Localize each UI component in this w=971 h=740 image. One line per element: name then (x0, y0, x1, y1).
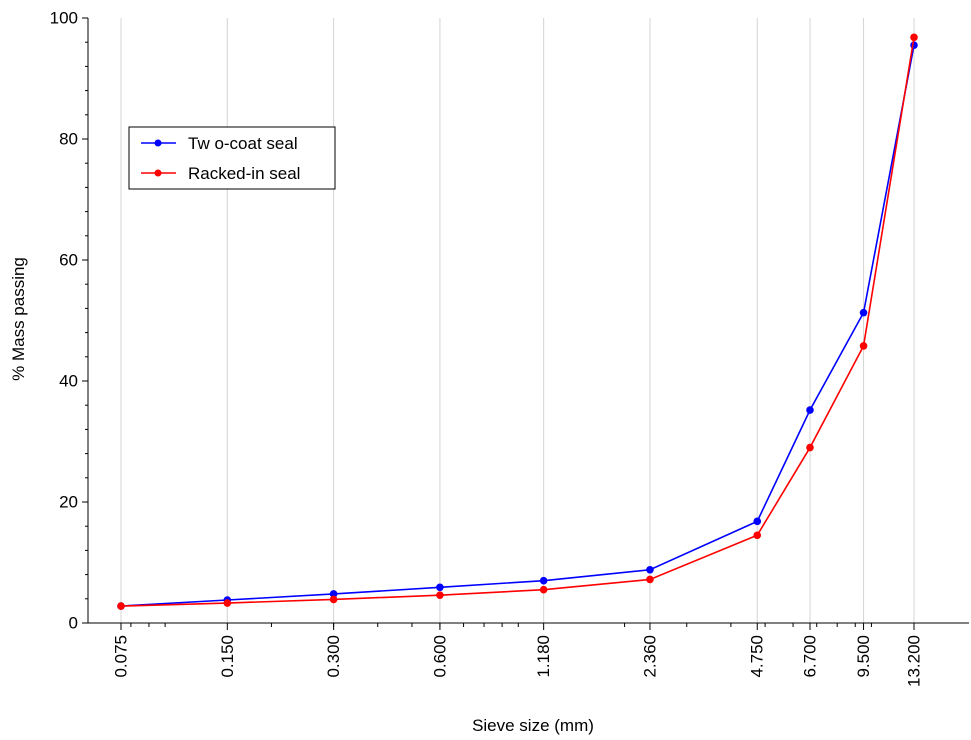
grid-lines (120, 18, 915, 623)
x-tick-label: 1.180 (534, 635, 553, 678)
series-1-point (329, 595, 338, 604)
legend-label-two-coat: Tw o-coat seal (188, 134, 298, 153)
x-tick-labels: 0.075 0.150 0.300 0.600 1.180 2.360 4.750 6.700… (112, 635, 924, 687)
series-1-point (436, 591, 444, 599)
series-0-point (436, 583, 444, 592)
legend: Tw o-coat seal Racked-in seal (128, 126, 336, 190)
x-tick-label: 0.600 (430, 635, 449, 678)
series-line-1 (120, 37, 915, 607)
series-1-point (539, 585, 548, 594)
series-1-point (859, 342, 868, 350)
x-tick-label: 4.750 (748, 635, 767, 678)
x-tick-label: 2.360 (640, 635, 659, 678)
y-tick-labels: 0 20 40 60 80 100 (50, 9, 78, 633)
y-tick-label: 80 (59, 130, 78, 149)
series-line-0 (120, 45, 915, 607)
series-0-point (646, 565, 654, 574)
series-0-point (910, 41, 918, 50)
y-tick-label: 100 (50, 9, 78, 28)
series-1-point (646, 575, 654, 584)
x-tick-label: 9.500 (854, 635, 873, 678)
axes (82, 17, 969, 630)
y-tick-label: 60 (59, 251, 78, 270)
x-tick-label: 0.150 (218, 635, 237, 678)
series-0-point (329, 590, 338, 598)
series-1-point (117, 602, 125, 610)
minor-ticks (130, 623, 872, 627)
series-1-point (753, 531, 762, 540)
x-tick-label: 6.700 (800, 635, 819, 678)
legend-label-racked-in: Racked-in seal (188, 164, 300, 183)
y-tick-label: 20 (59, 493, 78, 512)
series-0-point (806, 406, 814, 414)
series-0-point (539, 576, 548, 585)
y-tick-label: 40 (59, 372, 78, 391)
x-tick-label: 0.300 (324, 635, 343, 678)
x-tick-label: 13.200 (905, 635, 924, 687)
legend-swatch-marker-two-coat (154, 139, 162, 147)
series-1-point (910, 33, 918, 42)
y-tick-label: 0 (69, 614, 78, 633)
series-0-point (753, 517, 762, 526)
y-axis-title: % Mass passing (9, 257, 28, 381)
series-0-point (859, 308, 868, 317)
x-axis-title: Sieve size (mm) (472, 716, 594, 735)
legend-swatch-marker-racked-in (154, 169, 162, 177)
series-lines (117, 33, 918, 610)
series-1-point (806, 443, 814, 452)
x-tick-label: 0.075 (112, 635, 131, 678)
series-1-point (223, 599, 232, 607)
legend-box (128, 126, 336, 190)
